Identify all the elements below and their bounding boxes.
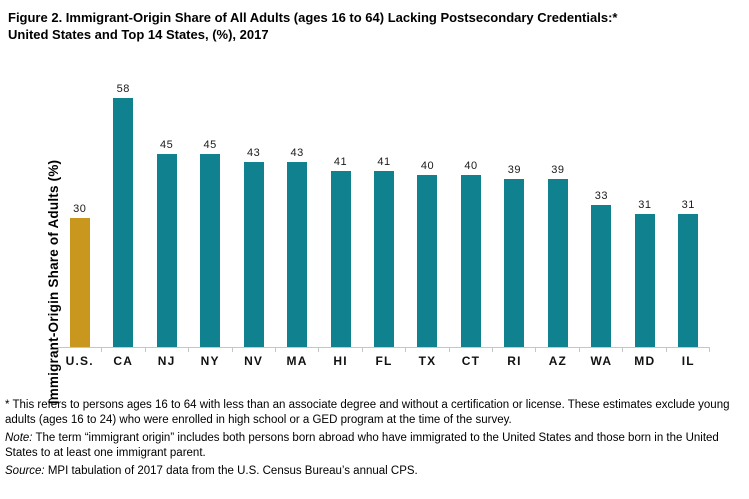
figure-title-line1: Figure 2. Immigrant-Origin Share of All … (8, 10, 618, 25)
axis-tick (58, 348, 101, 352)
bar-value-label: 30 (73, 203, 87, 215)
bar-value-label: 43 (290, 147, 304, 160)
bar-group: 40 (406, 160, 449, 347)
bar-group: 31 (667, 199, 710, 347)
x-axis-label: WA (590, 354, 613, 368)
bar (504, 179, 525, 347)
bar-group: 39 (536, 164, 579, 347)
x-axis-label: RI (507, 354, 522, 368)
x-axis-label: NV (244, 354, 264, 368)
bar-value-label: 33 (594, 190, 608, 203)
axis-tick (361, 348, 405, 352)
bar-value-label: 39 (507, 164, 522, 177)
axis-tick (318, 348, 361, 352)
bar-value-label: 31 (638, 198, 652, 211)
axis-tick (578, 348, 622, 352)
x-axis-line (58, 347, 710, 352)
x-axis-label: CT (461, 354, 481, 368)
bar-group: 45 (145, 138, 188, 347)
bar (243, 162, 264, 347)
bar (330, 170, 351, 347)
note-text: The term “immigrant origin” includes bot… (5, 432, 719, 459)
bar-chart: Immigrant-Origin Share of Adults (%) 30 5… (0, 79, 749, 404)
bar-value-label: 40 (464, 160, 478, 172)
bar (591, 205, 612, 347)
footnote-note: Note: The term “immigrant origin” includ… (5, 431, 741, 461)
footnote-source: Source: MPI tabulation of 2017 data from… (5, 464, 741, 479)
x-axis-label: FL (375, 354, 393, 368)
source-label: Source: (5, 465, 45, 477)
axis-tick (275, 348, 318, 352)
bar-group: 39 (493, 164, 536, 347)
bars-container: 30 58 45 45 43 43 41 41 40 40 39 39 33 31 31 (58, 79, 710, 347)
bar-group: 33 (580, 190, 623, 347)
bar (460, 175, 481, 347)
bar-value-label: 31 (681, 198, 695, 211)
axis-tick (405, 348, 448, 352)
bar (200, 153, 221, 347)
bar-value-label: 41 (377, 155, 391, 168)
bar (417, 175, 438, 347)
bar-group: 30 (58, 203, 101, 347)
x-axis-label: IL (681, 354, 695, 368)
x-axis-label: MA (286, 354, 308, 368)
bar-group: 43 (275, 147, 318, 347)
x-axis-labels: U.S. CA NJ NY NV MA HI FL TX CT RI AZ WA MD IL (58, 354, 710, 368)
bar-value-label: 39 (551, 164, 565, 177)
axis-tick (665, 348, 709, 352)
x-axis-label: NJ (157, 354, 176, 368)
bar-group: 40 (449, 160, 492, 347)
y-axis-label: Immigrant-Origin Share of Adults (%) (46, 159, 61, 405)
bar (634, 213, 655, 347)
x-axis-label: AZ (548, 354, 568, 368)
x-axis-label: NY (200, 354, 220, 368)
bar-group: 41 (319, 156, 362, 347)
bar-group: 58 (101, 83, 144, 347)
bar-value-label: 58 (116, 82, 130, 95)
axis-tick (622, 348, 665, 352)
bar (287, 162, 308, 347)
bar (69, 218, 90, 347)
bar-group: 45 (188, 138, 231, 347)
x-axis-label: TX (418, 354, 437, 368)
axis-tick (188, 348, 231, 352)
bar-value-label: 40 (420, 160, 435, 172)
bar (113, 97, 134, 347)
note-label: Note: (5, 432, 33, 444)
x-axis-label: CA (113, 354, 134, 368)
figure-title-line2: United States and Top 14 States, (%), 20… (8, 27, 269, 42)
axis-tick (535, 348, 578, 352)
source-text: MPI tabulation of 2017 data from the U.S… (44, 465, 418, 477)
axis-tick (492, 348, 535, 352)
plot-area: 30 58 45 45 43 43 41 41 40 40 39 39 33 31 31 U.S. CA NJ N… (58, 79, 710, 368)
bar-group: 41 (362, 156, 405, 347)
axis-tick (144, 348, 188, 352)
bar-value-label: 45 (203, 138, 217, 151)
bar-value-label: 45 (160, 138, 174, 151)
bar-value-label: 41 (333, 155, 348, 168)
axis-tick (448, 348, 492, 352)
x-axis-label: HI (333, 354, 348, 368)
bar (156, 153, 177, 347)
footnote-asterisk: * This refers to persons ages 16 to 64 w… (5, 399, 730, 426)
bar (547, 179, 568, 347)
bar-group: 43 (232, 147, 275, 347)
figure-title: Figure 2. Immigrant-Origin Share of All … (0, 0, 749, 43)
bar-value-label: 43 (246, 147, 261, 160)
axis-tick (101, 348, 144, 352)
x-axis-label: U.S. (65, 354, 94, 368)
bar-group: 31 (623, 199, 666, 347)
footnotes: * This refers to persons ages 16 to 64 w… (5, 398, 741, 479)
x-axis-label: MD (634, 354, 656, 368)
bar (678, 213, 699, 347)
bar (374, 170, 395, 347)
axis-tick (231, 348, 275, 352)
